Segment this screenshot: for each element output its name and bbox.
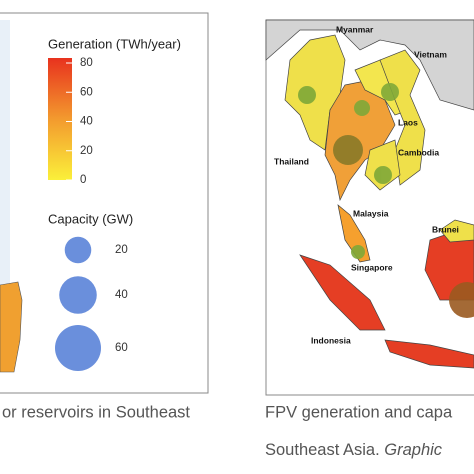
- legend-title: Generation (TWh/year): [48, 36, 181, 51]
- map-bubbles: [298, 83, 474, 318]
- tick-label: 80: [80, 57, 93, 69]
- legend-title: Capacity (GW): [48, 211, 133, 226]
- tick-label: 60: [80, 86, 93, 98]
- country-label: Cambodia: [398, 147, 439, 157]
- land-gray: [265, 19, 474, 111]
- size-label: 60: [115, 342, 128, 354]
- size-label: 40: [115, 289, 128, 301]
- brunei-region: [439, 219, 474, 243]
- map-edge: [0, 281, 23, 373]
- country-label: Indonesia: [311, 335, 351, 345]
- size-bubble: [59, 276, 97, 314]
- map-bubble: [449, 282, 474, 318]
- map-edge: [0, 20, 10, 300]
- country-label: Laos: [398, 117, 418, 127]
- color-bar: [48, 58, 72, 180]
- country-label: Singapore: [351, 262, 393, 272]
- country-label: Myanmar: [336, 24, 374, 34]
- caption: Southeast Asia. Graphic: [265, 441, 443, 459]
- caption-italic: Graphic: [384, 441, 443, 459]
- caption-part: Southeast Asia.: [265, 441, 380, 459]
- sumatra: [299, 254, 386, 331]
- map-bubble: [374, 166, 392, 184]
- java: [384, 339, 474, 369]
- caption: or reservoirs in Southeast: [2, 403, 190, 421]
- left-panel: [0, 12, 209, 394]
- size-label: 20: [115, 244, 128, 256]
- country-label: Vietnam: [414, 49, 447, 59]
- country-label: Brunei: [432, 224, 459, 234]
- size-bubble: [64, 236, 92, 264]
- map-bubble: [381, 83, 399, 101]
- tick-label: 0: [80, 174, 86, 186]
- size-bubble: [55, 325, 101, 371]
- map-bubble: [351, 245, 365, 259]
- caption: FPV generation and capa: [265, 403, 453, 421]
- country-label: Thailand: [274, 156, 309, 166]
- map-bubble: [354, 100, 370, 116]
- map-bubble: [298, 86, 316, 104]
- map-bubble: [333, 135, 363, 165]
- tick-label: 40: [80, 116, 93, 128]
- tick-label: 20: [80, 145, 93, 157]
- country-label: Malaysia: [353, 208, 389, 218]
